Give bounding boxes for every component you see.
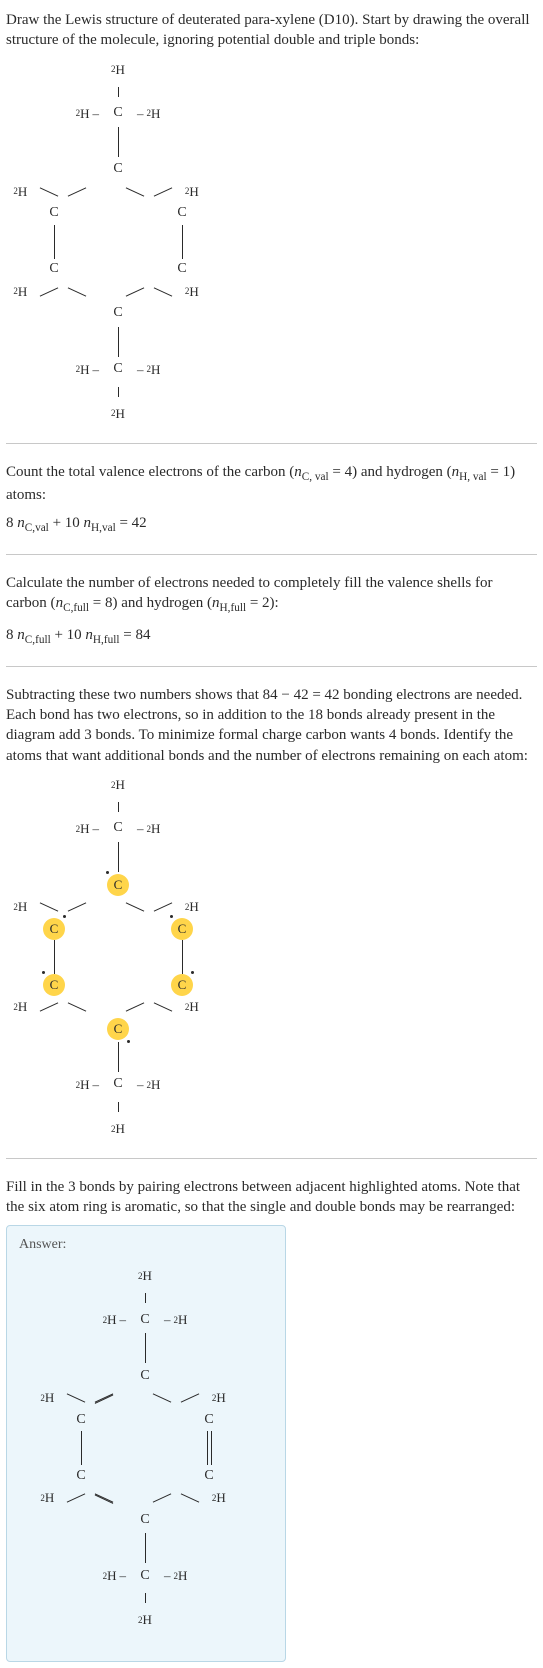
lewis-answer: 2H 2H– C –2H C 2H 2H CC CC 2H 2H C 2H– C — [33, 1265, 233, 1631]
valence-equation: 8 nC,val + 10 nH,val = 42 — [6, 513, 537, 536]
divider — [6, 666, 537, 667]
lewis-skeleton: 2H 2H– C –2H C 2H 2H CC CC 2H 2H C 2H– C… — [6, 59, 206, 425]
bonding-text: Subtracting these two numbers shows that… — [6, 685, 537, 766]
fullshell-text: Calculate the number of electrons needed… — [6, 573, 537, 616]
answer-box: Answer: 2H 2H– C –2H C 2H 2H CC CC 2H 2H… — [6, 1225, 286, 1662]
carbon-highlighted: C — [107, 874, 129, 896]
valence-text: Count the total valence electrons of the… — [6, 462, 537, 505]
answer-label: Answer: — [19, 1236, 273, 1255]
carbon-atom: C — [102, 103, 134, 125]
fullshell-equation: 8 nC,full + 10 nH,full = 84 — [6, 625, 537, 648]
deuterium-atom: 2H — [102, 59, 134, 81]
intro-text: Draw the Lewis structure of deuterated p… — [6, 10, 537, 51]
lewis-highlighted: 2H 2H– C –2H C 2H 2H CC CC 2H 2H C 2H– C… — [6, 774, 206, 1140]
divider — [6, 554, 537, 555]
fillin-text: Fill in the 3 bonds by pairing electrons… — [6, 1177, 537, 1218]
divider — [6, 1158, 537, 1159]
divider — [6, 443, 537, 444]
